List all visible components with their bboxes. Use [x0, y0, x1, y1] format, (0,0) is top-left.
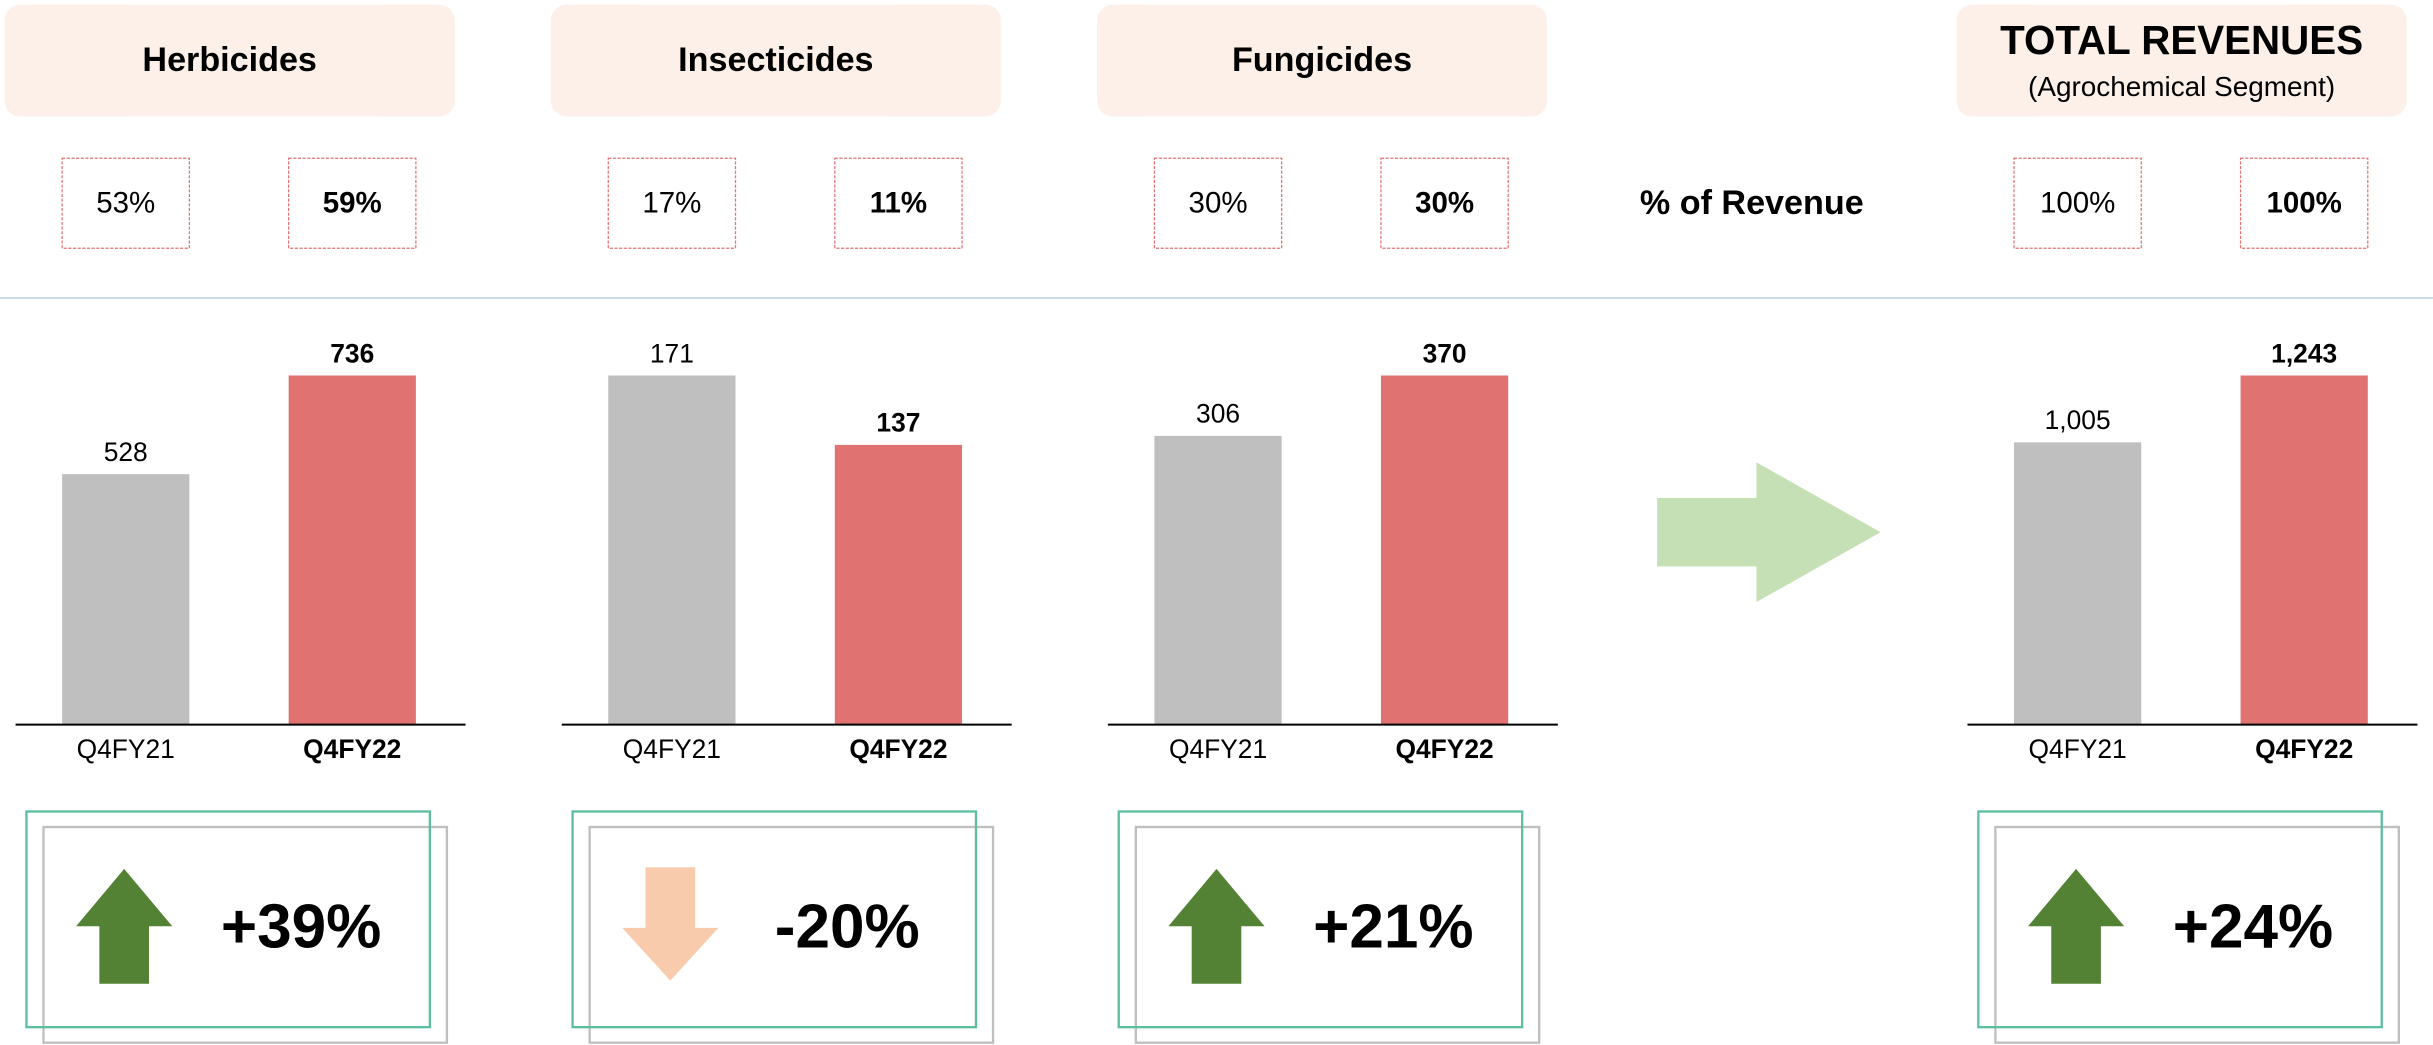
value-label: 1,005 [2045, 405, 2111, 435]
change-label: +39% [221, 892, 381, 961]
value-label: 171 [650, 338, 694, 368]
category-label: Q4FY21 [77, 734, 175, 764]
change-box [25, 810, 432, 1029]
bar [834, 444, 963, 725]
share-label: 53% [96, 187, 155, 220]
value-label: 370 [1423, 338, 1467, 368]
bar [2240, 375, 2368, 725]
change-arrow [1168, 868, 1265, 984]
category-label: Q4FY22 [2255, 734, 2353, 764]
change-arrow [622, 867, 719, 981]
change-arrow [2027, 868, 2125, 984]
category-label: Q4FY21 [2029, 734, 2127, 764]
share-box [607, 157, 737, 249]
header-box [550, 4, 1001, 117]
share-box [61, 157, 190, 249]
value-label: 736 [330, 338, 374, 368]
header-box [1097, 4, 1547, 117]
share-box [1153, 157, 1283, 249]
category-label: Q4FY22 [303, 734, 401, 764]
row-label: % of Revenue [1640, 184, 1864, 222]
share-box [2013, 157, 2142, 249]
share-label: 100% [2040, 187, 2115, 220]
chart-title: Fungicides [1232, 41, 1412, 79]
share-label: 30% [1189, 187, 1248, 220]
share-box [1380, 157, 1509, 249]
category-label: Q4FY22 [1395, 734, 1493, 764]
change-label: +24% [2173, 892, 2333, 961]
category-label: Q4FY22 [849, 734, 947, 764]
change-box [1977, 810, 2383, 1029]
chart-subtitle: (Agrochemical Segment) [2028, 71, 2335, 102]
change-box-back [588, 825, 995, 1044]
bar [2014, 442, 2142, 725]
share-label: 17% [642, 187, 701, 220]
share-label: 30% [1415, 187, 1474, 220]
share-box [834, 157, 963, 249]
flow-arrow [1657, 462, 1881, 603]
value-label: 1,243 [2271, 338, 2337, 368]
share-label: 100% [2266, 187, 2341, 220]
share-box [288, 157, 417, 249]
bar [288, 375, 416, 725]
value-label: 528 [104, 437, 148, 467]
chart-title: Herbicides [142, 41, 317, 79]
change-label: -20% [775, 892, 920, 961]
change-box [571, 810, 978, 1029]
bar [1380, 375, 1509, 725]
value-label: 137 [876, 408, 920, 438]
category-label: Q4FY21 [1169, 734, 1267, 764]
header-box [4, 4, 455, 117]
chart-title: Insecticides [678, 41, 873, 79]
change-box [1117, 810, 1524, 1029]
value-label: 306 [1196, 399, 1240, 429]
change-box-back [1994, 825, 2400, 1044]
chart-title: TOTAL REVENUES [2000, 17, 2363, 63]
change-box-back [42, 825, 449, 1044]
change-arrow [76, 868, 173, 984]
share-label: 11% [870, 187, 927, 220]
header-box [1956, 4, 2407, 117]
change-box-back [1134, 825, 1541, 1044]
category-label: Q4FY21 [623, 734, 721, 764]
share-box [2239, 157, 2369, 249]
change-label: +21% [1313, 892, 1473, 961]
bar [608, 375, 736, 725]
bar [62, 474, 190, 725]
bar [1154, 435, 1282, 725]
share-label: 59% [323, 187, 382, 220]
